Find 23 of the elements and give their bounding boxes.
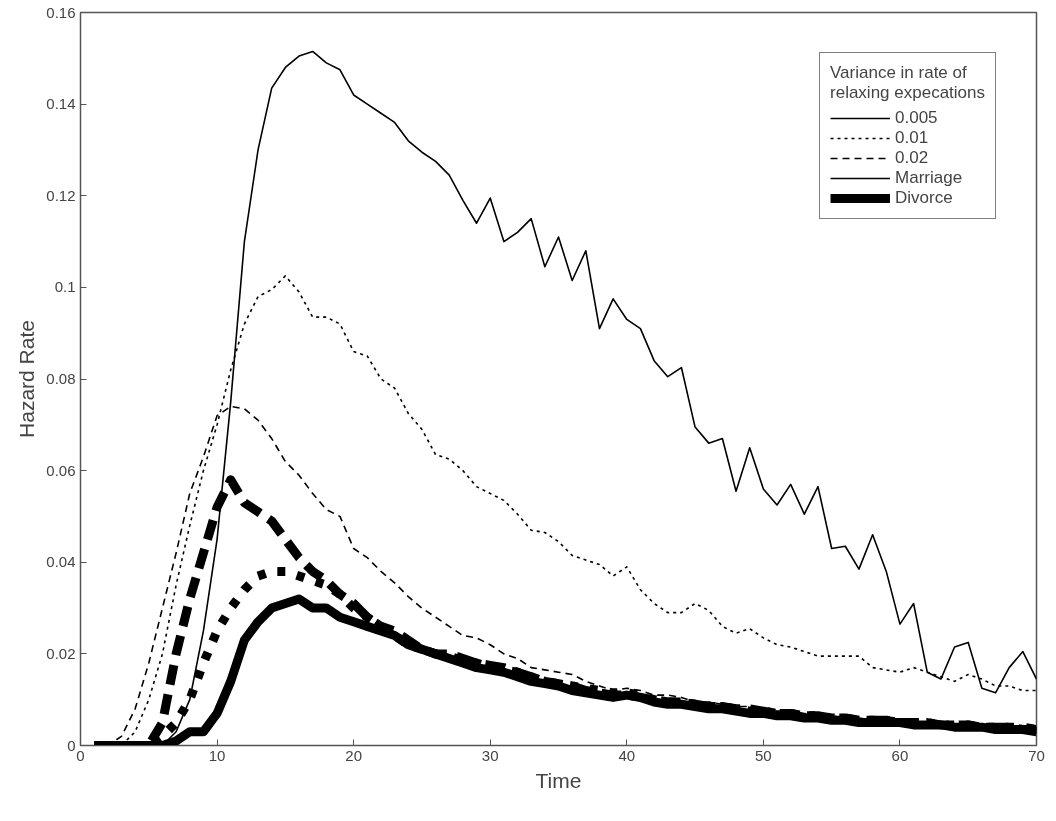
x-tick-label: 30 xyxy=(481,746,499,764)
legend-label: 0.01 xyxy=(895,128,929,148)
y-tick-label: 0.12 xyxy=(46,186,76,204)
y-tick-label: 0.14 xyxy=(46,95,76,113)
x-tick-label: 40 xyxy=(618,746,636,764)
y-tick-label: 0.16 xyxy=(46,3,76,21)
x-tick-label: 70 xyxy=(1028,746,1045,764)
annotation: Marriage xyxy=(895,168,963,188)
x-tick-label: 10 xyxy=(208,746,226,764)
legend-title: Variance in rate of relaxing expecations xyxy=(830,63,985,103)
y-tick-label: 0.04 xyxy=(46,553,76,571)
legend-label: 0.005 xyxy=(895,108,938,128)
x-axis-title: Time xyxy=(535,768,582,792)
legend-label: 0.02 xyxy=(895,148,929,168)
x-tick-label: 20 xyxy=(345,746,362,764)
x-tick-label: 50 xyxy=(755,746,772,764)
x-tick-label: 60 xyxy=(891,746,909,764)
y-tick-label: 0.1 xyxy=(54,278,76,296)
annotation: Divorce xyxy=(895,188,953,208)
y-tick-label: 0.08 xyxy=(46,370,76,387)
y-tick-label: 0.06 xyxy=(46,461,76,479)
y-tick-label: 0.02 xyxy=(46,644,76,662)
y-axis-title: Hazard Rate xyxy=(15,320,39,438)
